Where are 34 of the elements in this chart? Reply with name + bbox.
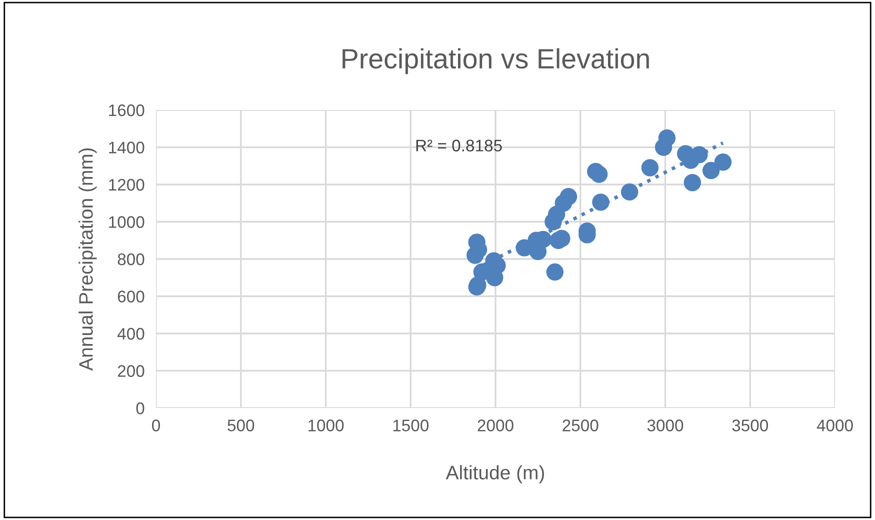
point bbox=[546, 263, 564, 281]
x-axis-title: Altitude (m) bbox=[446, 465, 544, 484]
point bbox=[690, 146, 708, 164]
y-tick-label: 1200 bbox=[109, 178, 144, 191]
y-tick-label: 600 bbox=[118, 290, 144, 302]
y-tick-label: 200 bbox=[118, 365, 144, 377]
point bbox=[560, 188, 578, 206]
point bbox=[486, 269, 504, 286]
x-tick-label: 1500 bbox=[393, 420, 429, 432]
x-tick-label: 2500 bbox=[562, 420, 598, 432]
point bbox=[658, 129, 676, 147]
point bbox=[702, 162, 720, 180]
x-tick-label: 1000 bbox=[308, 420, 344, 432]
y-axis-title: Annual Precipitation (mm) bbox=[78, 148, 97, 371]
point bbox=[641, 159, 659, 176]
x-tick-label: 3500 bbox=[732, 420, 768, 432]
x-tick-label: 3000 bbox=[647, 420, 684, 432]
point bbox=[620, 183, 638, 201]
chart-title: Precipitation vs Elevation bbox=[342, 48, 649, 74]
point bbox=[592, 194, 610, 211]
point bbox=[590, 166, 608, 183]
y-tick-label: 400 bbox=[117, 328, 144, 340]
point bbox=[684, 174, 702, 192]
annotation: R² = 0.8185 bbox=[416, 140, 502, 152]
y-tick-label: 1600 bbox=[109, 104, 144, 116]
y-tick-label: 800 bbox=[118, 253, 144, 266]
point bbox=[714, 154, 732, 171]
y-tick-label: 1000 bbox=[109, 216, 144, 228]
x-tick-label: 500 bbox=[228, 420, 254, 432]
y-tick-label: 0 bbox=[136, 402, 144, 414]
y-tick-label: 1400 bbox=[109, 142, 144, 154]
x-tick-label: 0 bbox=[152, 420, 160, 432]
x-tick-label: 4000 bbox=[816, 420, 853, 432]
x-tick-label: 2000 bbox=[478, 420, 514, 432]
